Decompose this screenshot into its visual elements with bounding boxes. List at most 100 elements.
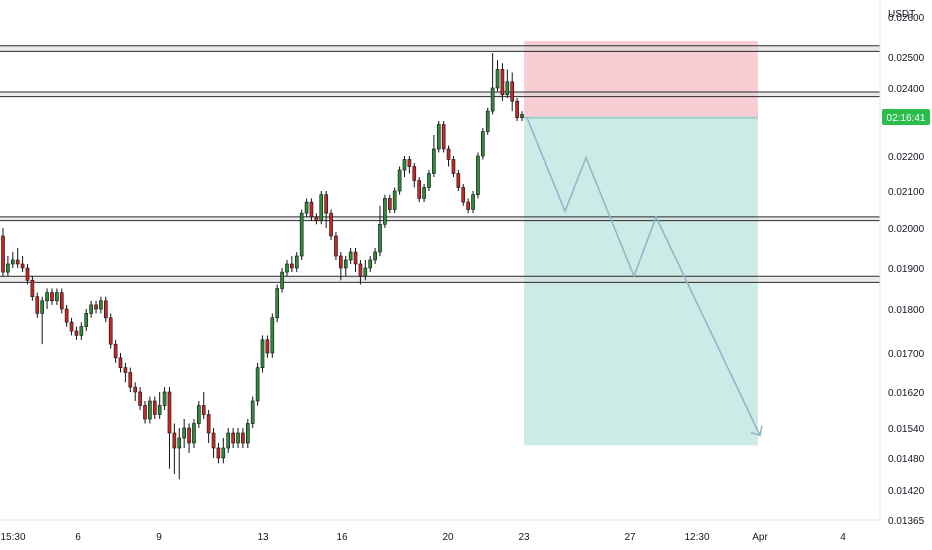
time-tick-label: 15:30 bbox=[0, 532, 25, 543]
candle-body bbox=[216, 447, 221, 459]
countdown-tag-background bbox=[882, 109, 930, 125]
candle bbox=[324, 191, 328, 228]
candle bbox=[299, 209, 304, 260]
candle bbox=[314, 213, 319, 225]
candle bbox=[64, 304, 69, 327]
candle-body bbox=[74, 330, 79, 336]
candle-body bbox=[383, 198, 387, 225]
candle-body bbox=[94, 304, 98, 310]
candle-body bbox=[314, 216, 319, 221]
candle-body bbox=[133, 386, 138, 393]
level-band-fill bbox=[0, 216, 880, 221]
candle bbox=[358, 260, 363, 285]
candle-body bbox=[187, 427, 191, 444]
candle bbox=[113, 339, 118, 363]
candle bbox=[10, 252, 15, 268]
candle-body bbox=[285, 263, 289, 273]
candle-body bbox=[167, 391, 172, 434]
candle bbox=[236, 428, 240, 448]
candle-body bbox=[481, 131, 485, 157]
candle bbox=[451, 156, 456, 177]
candle bbox=[368, 256, 373, 273]
candle-body bbox=[309, 201, 314, 218]
candle-body bbox=[490, 87, 495, 112]
price-tick-label: 0.01800 bbox=[888, 305, 925, 316]
candle bbox=[74, 326, 79, 340]
candle bbox=[99, 296, 103, 314]
candle-body bbox=[113, 343, 118, 359]
candle bbox=[260, 335, 265, 373]
candle-body bbox=[329, 212, 333, 237]
candle-body bbox=[89, 304, 93, 314]
candle-body bbox=[40, 300, 44, 314]
candle-body bbox=[368, 259, 373, 269]
candle bbox=[40, 296, 44, 345]
candle bbox=[231, 428, 235, 448]
time-tick-label: 16 bbox=[336, 532, 348, 543]
candle-body bbox=[241, 432, 245, 444]
candle-body bbox=[466, 201, 470, 210]
candles bbox=[1, 53, 524, 480]
candle bbox=[304, 198, 309, 217]
candle bbox=[294, 252, 299, 273]
candle-body bbox=[348, 251, 353, 261]
candle-body bbox=[417, 180, 421, 199]
candle bbox=[441, 121, 446, 153]
time-axis: 15:30 6 9 13 16 20 23 27 12:30 Apr 4 bbox=[0, 532, 846, 543]
candle bbox=[157, 392, 162, 419]
candle-body bbox=[461, 187, 466, 203]
countdown-tag: 02:16:41 bbox=[882, 109, 930, 125]
candle bbox=[363, 260, 368, 281]
candle-body bbox=[64, 308, 69, 323]
candle bbox=[422, 184, 426, 203]
level-band bbox=[0, 45, 880, 52]
candle bbox=[162, 387, 167, 410]
candle bbox=[265, 335, 270, 358]
horizontal-levels bbox=[0, 45, 880, 283]
candle bbox=[25, 264, 30, 285]
candle bbox=[255, 362, 260, 406]
candle-body bbox=[324, 194, 328, 214]
candle bbox=[187, 423, 191, 453]
candle bbox=[69, 317, 74, 336]
candle-body bbox=[104, 300, 108, 319]
level-band bbox=[0, 91, 880, 98]
candle-body bbox=[280, 271, 284, 289]
candle bbox=[221, 438, 226, 464]
candle-body bbox=[99, 300, 103, 310]
candle-body bbox=[25, 267, 30, 281]
candle bbox=[505, 69, 510, 98]
candle-body bbox=[270, 317, 275, 354]
candle bbox=[270, 313, 275, 358]
price-tick-label: 0.02600 bbox=[888, 13, 925, 24]
candle bbox=[226, 428, 231, 453]
candle bbox=[481, 128, 485, 160]
price-tick-label: 0.02000 bbox=[888, 224, 925, 235]
time-tick-label: 23 bbox=[518, 532, 530, 543]
candle bbox=[334, 232, 338, 260]
candle-body bbox=[118, 357, 123, 368]
candle-body bbox=[245, 423, 250, 444]
candle bbox=[339, 252, 343, 281]
time-tick-label: 13 bbox=[257, 532, 269, 543]
candle bbox=[211, 428, 216, 458]
candle-body bbox=[436, 124, 441, 150]
candle-body bbox=[226, 432, 231, 449]
candle bbox=[485, 107, 490, 135]
candle-body bbox=[59, 292, 64, 310]
candle bbox=[280, 268, 284, 293]
candle bbox=[348, 248, 353, 264]
candle-body bbox=[446, 148, 451, 160]
candle bbox=[59, 288, 64, 314]
candle-body bbox=[255, 367, 260, 402]
candle bbox=[128, 367, 133, 392]
candle-body bbox=[50, 292, 54, 302]
candle bbox=[197, 401, 201, 428]
candle bbox=[275, 284, 280, 323]
price-tick-label: 0.02200 bbox=[888, 152, 925, 163]
level-band-fill bbox=[0, 45, 880, 52]
candle-body bbox=[148, 400, 152, 420]
candle bbox=[152, 396, 157, 419]
candle bbox=[309, 198, 314, 221]
